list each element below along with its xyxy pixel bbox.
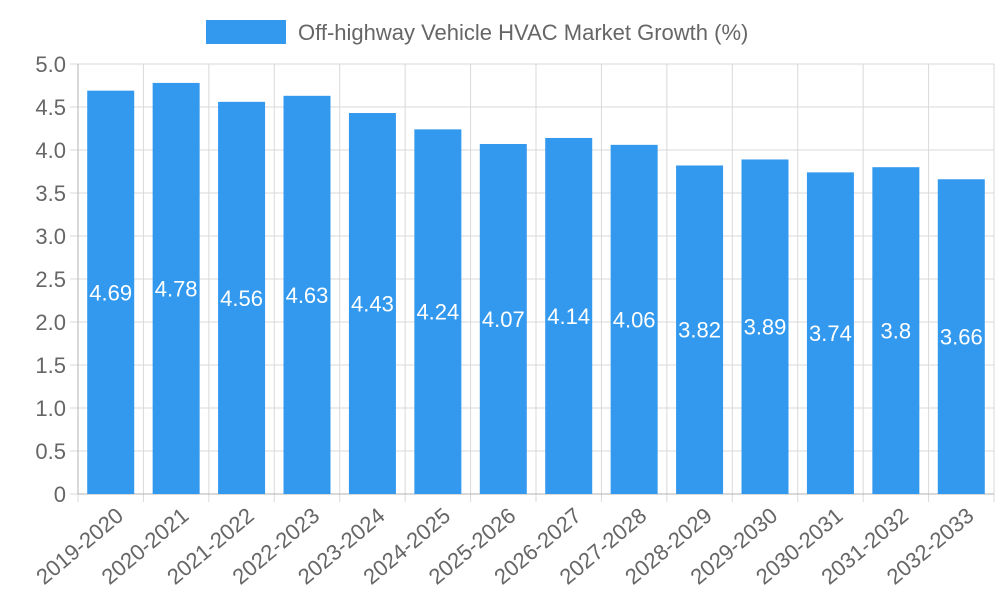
data-label: 4.07 (482, 307, 525, 332)
bar[interactable] (218, 101, 266, 494)
data-label: 4.69 (89, 280, 132, 305)
bar[interactable] (610, 144, 658, 494)
y-tick-label: 5.0 (35, 52, 66, 77)
y-axis: 0 0.5 1.0 1.5 2.0 2.5 3.0 3.5 4.0 4.5 5.0 (35, 52, 66, 507)
bar[interactable] (872, 167, 920, 494)
data-label: 4.56 (220, 286, 263, 311)
bar[interactable] (152, 82, 200, 495)
data-label: 4.06 (613, 307, 656, 332)
bar[interactable] (87, 90, 135, 494)
y-tick-label: 2.0 (35, 310, 66, 335)
y-tick-label: 2.5 (35, 267, 66, 292)
bar[interactable] (545, 137, 593, 494)
data-label: 4.78 (155, 276, 198, 301)
data-label: 3.66 (940, 325, 983, 350)
legend[interactable]: Off-highway Vehicle HVAC Market Growth (… (206, 20, 748, 45)
bar[interactable] (348, 113, 396, 495)
bar[interactable] (741, 159, 789, 494)
bar[interactable] (414, 129, 462, 495)
bar[interactable] (479, 143, 527, 495)
y-tick-label: 0 (54, 482, 66, 507)
data-label: 4.24 (416, 300, 459, 325)
y-tick-label: 4.5 (35, 95, 66, 120)
legend-swatch (206, 20, 286, 44)
y-tick-label: 3.0 (35, 224, 66, 249)
bar[interactable] (937, 179, 985, 495)
data-label: 4.43 (351, 292, 394, 317)
y-tick-label: 0.5 (35, 439, 66, 464)
data-label: 4.14 (547, 304, 590, 329)
data-label: 3.74 (809, 321, 852, 346)
data-label: 3.8 (881, 319, 912, 344)
y-tick-label: 3.5 (35, 181, 66, 206)
y-tick-label: 4.0 (35, 138, 66, 163)
bar[interactable] (283, 95, 331, 494)
data-label: 3.82 (678, 318, 721, 343)
y-tick-label: 1.0 (35, 396, 66, 421)
x-axis: 2019-20202020-20212021-20222022-20232023… (31, 503, 978, 590)
data-labels: 4.69 4.78 4.56 4.63 4.43 4.24 4.07 4.14 4.06 3.82… (89, 276, 982, 349)
y-tick-label: 1.5 (35, 353, 66, 378)
bars (87, 82, 985, 495)
bar[interactable] (806, 172, 854, 495)
grid-lines (70, 63, 995, 502)
bar[interactable] (676, 165, 724, 495)
data-label: 3.89 (744, 315, 787, 340)
legend-label: Off-highway Vehicle HVAC Market Growth (… (298, 20, 748, 45)
data-label: 4.63 (286, 283, 329, 308)
